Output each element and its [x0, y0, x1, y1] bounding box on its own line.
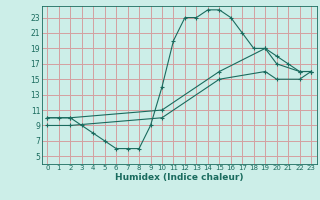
- X-axis label: Humidex (Indice chaleur): Humidex (Indice chaleur): [115, 173, 244, 182]
